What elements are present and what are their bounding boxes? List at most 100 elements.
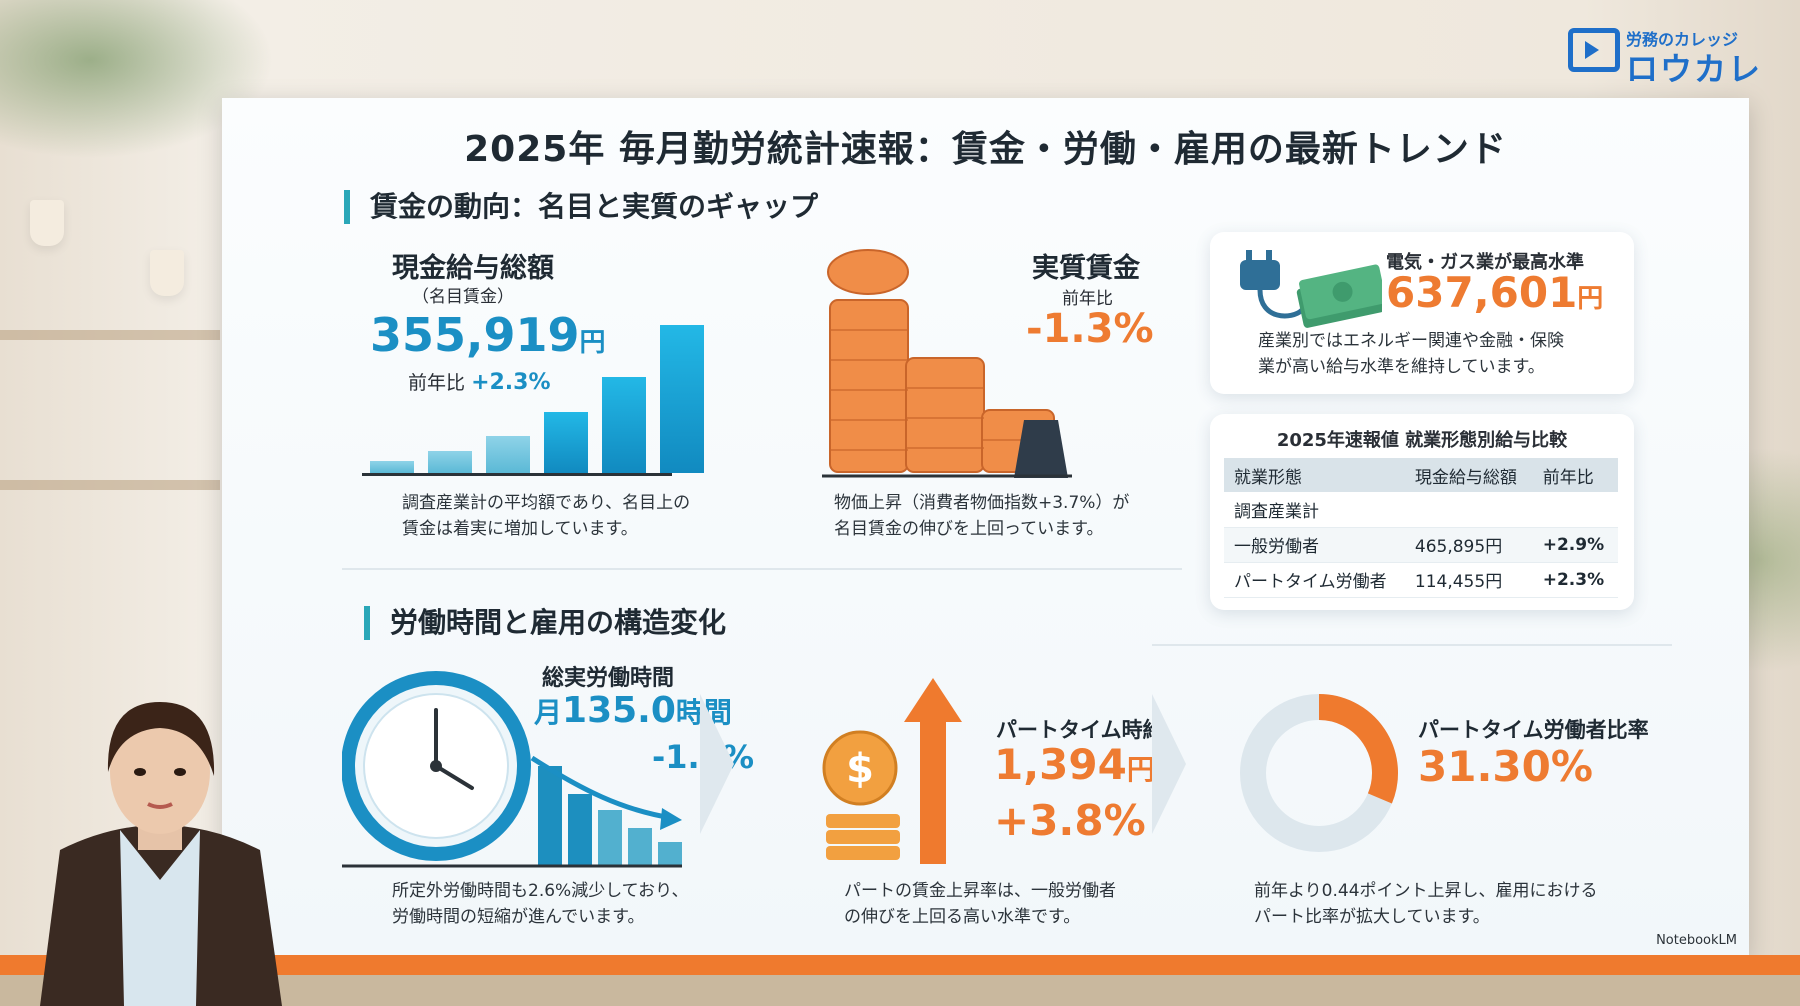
comparison-table-card: 2025年速報値 就業形態別給与比較 就業形態 現金給与総額 前年比 調査産業計…	[1210, 414, 1634, 610]
cash-total-note-line: 賃金は着実に増加しています。	[402, 519, 638, 539]
bottom-strip	[0, 975, 1800, 1006]
coin-stack-icon	[829, 299, 909, 473]
top-coin-icon	[827, 249, 909, 295]
highlight-title: 電気・ガス業が最高水準	[1386, 252, 1584, 273]
background-shelf	[0, 330, 220, 340]
real-wage-heading: 実質賃金	[1032, 253, 1140, 284]
highlight-value: 637,601	[1386, 268, 1578, 317]
hourly-note-line: の伸びを上回る高い水準です。	[844, 907, 1081, 927]
hourly-heading: パートタイム時給	[996, 718, 1164, 742]
table-cell	[1532, 492, 1618, 528]
donut-segment-part-time	[1318, 694, 1398, 804]
notebooklm-watermark: NotebookLM	[1656, 933, 1737, 948]
cash-total-bar	[660, 325, 704, 473]
cash-total-heading: 現金給与総額	[392, 253, 554, 284]
table-cell: 調査産業計	[1224, 492, 1405, 528]
hourly-unit: 円	[1126, 753, 1155, 786]
real-wage-yoy-label: 前年比	[1062, 289, 1113, 309]
cash-total-bar-chart	[362, 324, 704, 476]
section-divider	[1152, 644, 1672, 646]
section-divider	[342, 568, 1182, 570]
real-wage-note: 物価上昇（消費者物価指数+3.7%）が 名目賃金の伸びを上回っています。	[834, 490, 1174, 542]
hours-bar	[598, 810, 622, 866]
table-header: 就業形態	[1224, 458, 1405, 492]
slide: 2025年 毎月勤労統計速報：賃金・労働・雇用の最新トレンド 賃金の動向：名目と…	[222, 98, 1749, 958]
ratio-note: 前年より0.44ポイント上昇し、雇用における パート比率が拡大しています。	[1254, 878, 1674, 930]
cash-total-yoy-label: 前年比	[408, 372, 466, 394]
svg-text:$: $	[846, 746, 874, 792]
logo-subtitle: 労務のカレッジ	[1626, 30, 1739, 49]
table-cell: +2.3%	[1532, 562, 1618, 598]
hourly-change: +3.8%	[994, 796, 1146, 845]
clock-and-bars-illustration	[342, 671, 682, 868]
cash-total-yoy: 前年比 +2.3%	[408, 368, 551, 395]
logo-name: ロウカレ	[1626, 50, 1763, 88]
ratio-note-line: パート比率が拡大しています。	[1254, 907, 1490, 927]
table-header: 現金給与総額	[1404, 458, 1533, 492]
table-row: 一般労働者 465,895円 +2.9%	[1224, 527, 1618, 563]
cash-total-value: 355,919	[370, 308, 580, 362]
up-arrow-icon	[904, 678, 962, 722]
cash-total-bar	[602, 377, 646, 473]
cash-total-note: 調査産業計の平均額であり、名目上の 賃金は着実に増加しています。	[402, 490, 722, 542]
hours-note-line: 所定外労働時間も2.6%減少しており、	[392, 881, 689, 901]
play-monitor-icon	[1568, 28, 1620, 72]
hours-bar	[538, 766, 562, 866]
background-shelf	[0, 480, 220, 490]
slide-title: 2025年 毎月勤労統計速報：賃金・労働・雇用の最新トレンド	[464, 129, 1507, 170]
cash-total-note-line: 調査産業計の平均額であり、名目上の	[402, 493, 691, 513]
ratio-heading: パートタイム労働者比率	[1418, 718, 1649, 742]
brand-logo: 労務のカレッジ ロウカレ	[1568, 22, 1768, 88]
table-cell: 114,455円	[1404, 562, 1533, 598]
real-wage-note-line: 名目賃金の伸びを上回っています。	[834, 519, 1104, 539]
hours-note: 所定外労働時間も2.6%減少しており、 労働時間の短縮が進んでいます。	[392, 878, 732, 930]
hours-bar	[568, 794, 592, 866]
coin-and-arrow-illustration: $	[822, 678, 962, 864]
table-cell: +2.9%	[1532, 527, 1618, 563]
coin-stack-icon	[905, 357, 985, 473]
table-header: 前年比	[1532, 458, 1618, 492]
hours-value: 135.0	[562, 690, 676, 731]
hours-prefix: 月	[534, 696, 563, 729]
orange-footer-bar	[0, 955, 1800, 975]
cash-total-yoy-value: +2.3%	[471, 370, 551, 395]
hourly-note-line: パートの賃金上昇率は、一般労働者	[844, 881, 1116, 901]
real-wage-value: -1.3%	[1026, 306, 1154, 352]
highlight-note-line: 産業別ではエネルギー関連や金融・保険	[1258, 331, 1564, 351]
highlight-value-line: 637,601円	[1386, 268, 1603, 317]
background-lamp	[30, 200, 64, 246]
background-lamp	[150, 250, 184, 296]
highlight-unit: 円	[1577, 284, 1604, 314]
dollar-coin-icon	[822, 730, 898, 806]
cash-total-bar	[428, 451, 472, 473]
cash-total-unit: 円	[579, 328, 606, 358]
highlight-note-line: 業が高い給与水準を維持しています。	[1258, 357, 1545, 377]
highlight-note: 産業別ではエネルギー関連や金融・保険 業が高い給与水準を維持しています。	[1258, 328, 1618, 380]
comparison-table-title: 2025年速報値 就業形態別給与比較	[1276, 430, 1568, 451]
comparison-table: 就業形態 現金給与総額 前年比 調査産業計 一般労働者 465,895円 +2.…	[1224, 458, 1618, 598]
plug-and-money-icon	[1240, 250, 1382, 328]
cash-total-value-line: 355,919円	[370, 308, 606, 362]
trend-arrow-icon	[660, 808, 682, 830]
chevron-right-icon	[700, 694, 734, 834]
cash-total-bar	[370, 461, 414, 473]
table-row: パートタイム労働者 114,455円 +2.3%	[1224, 562, 1618, 598]
table-cell: パートタイム労働者	[1224, 562, 1405, 598]
labor-section-title: 労働時間と雇用の構造変化	[364, 606, 726, 640]
table-cell	[1404, 492, 1533, 528]
wages-section-title: 賃金の動向：名目と実質のギャップ	[344, 190, 818, 224]
ratio-value: 31.30%	[1418, 742, 1593, 791]
real-wage-note-line: 物価上昇（消費者物価指数+3.7%）が	[834, 493, 1130, 513]
ratio-note-line: 前年より0.44ポイント上昇し、雇用における	[1254, 881, 1598, 901]
hours-bar	[658, 842, 682, 866]
cash-total-subheading: （名目賃金）	[412, 287, 514, 307]
hours-heading: 総実労働時間	[542, 666, 675, 691]
highlight-card: 電気・ガス業が最高水準 637,601円 産業別ではエネルギー関連や金融・保険 …	[1210, 232, 1634, 394]
hours-note-line: 労働時間の短縮が進んでいます。	[392, 907, 645, 927]
presenter-avatar	[40, 702, 282, 1006]
chevron-right-icon	[1152, 694, 1186, 834]
table-cell: 一般労働者	[1224, 527, 1405, 563]
weight-icon	[1014, 420, 1068, 478]
hours-bar-chart	[538, 766, 682, 866]
part-time-ratio-donut	[1240, 694, 1398, 852]
